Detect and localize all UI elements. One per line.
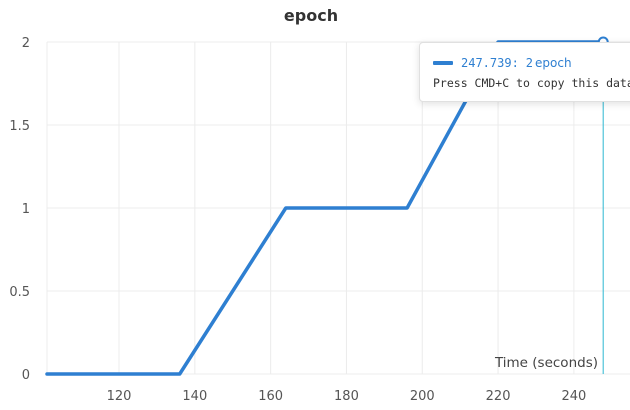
x-tick-label: 220 bbox=[486, 389, 511, 404]
y-tick-label: 0 bbox=[22, 368, 30, 383]
tooltip-copy-hint: Press CMD+C to copy this data bbox=[433, 76, 630, 90]
tooltip-series-name: epoch bbox=[535, 56, 572, 70]
x-axis-label: Time (seconds) bbox=[494, 355, 598, 371]
y-tick-labels: 0 0.5 1 1.5 2 bbox=[9, 36, 30, 383]
hover-tooltip: 247.739: 2 epoch Press CMD+C to copy thi… bbox=[419, 42, 630, 102]
series-swatch bbox=[433, 61, 453, 65]
x-tick-label: 160 bbox=[258, 389, 283, 404]
y-tick-label: 1 bbox=[22, 202, 30, 217]
x-tick-label: 180 bbox=[334, 389, 359, 404]
tooltip-x-value: 247.739: bbox=[461, 56, 519, 70]
y-tick-label: 1.5 bbox=[9, 119, 30, 134]
x-tick-label: 240 bbox=[561, 389, 586, 404]
y-tick-label: 2 bbox=[22, 36, 30, 51]
tooltip-y-value: 2 bbox=[525, 56, 534, 70]
tooltip-row: 247.739: 2 epoch bbox=[433, 55, 630, 71]
x-tick-label: 140 bbox=[182, 389, 207, 404]
chart-title: epoch bbox=[284, 6, 338, 25]
x-tick-label: 120 bbox=[107, 389, 132, 404]
x-tick-labels: 120 140 160 180 200 220 240 bbox=[107, 389, 587, 404]
y-tick-label: 0.5 bbox=[9, 285, 30, 300]
x-tick-label: 200 bbox=[410, 389, 435, 404]
